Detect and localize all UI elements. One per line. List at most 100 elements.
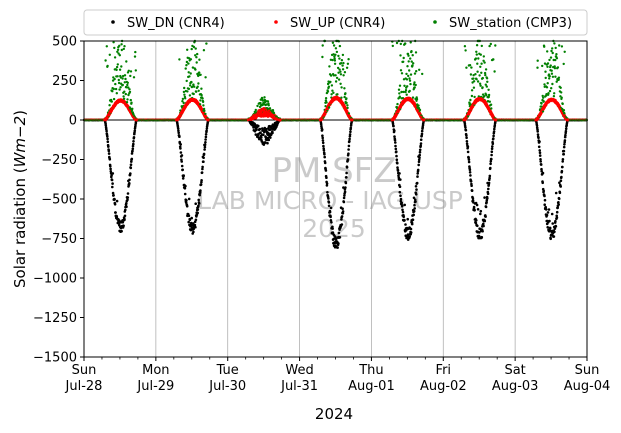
point-sw-station [104,59,107,62]
point-sw-dn [112,194,115,197]
point-sw-dn [104,124,108,127]
point-sw-station [183,86,186,90]
point-sw-dn [396,169,400,172]
point-sw-station [185,60,189,64]
point-sw-dn [394,141,397,144]
point-sw-station [124,77,127,81]
point-sw-dn [126,196,130,199]
point-sw-dn [197,202,201,205]
point-sw-dn [263,130,266,134]
point-sw-station [193,85,196,88]
point-sw-dn [201,165,204,169]
point-sw-station [325,101,328,104]
point-sw-station [126,83,129,87]
point-sw-dn [196,211,199,215]
point-sw-station [205,42,208,45]
point-sw-station [117,81,121,85]
point-sw-dn [199,183,203,186]
point-sw-dn [179,147,182,150]
point-sw-dn [178,135,181,138]
point-sw-dn [321,141,325,145]
point-sw-dn [181,168,184,172]
point-sw-station [341,53,345,57]
point-sw-dn [130,152,134,155]
point-sw-station [118,88,121,91]
point-sw-dn [321,136,325,140]
point-sw-dn [106,140,110,143]
point-sw-station [116,48,120,51]
point-sw-dn [348,137,351,141]
point-sw-dn [109,167,112,171]
point-sw-station [201,97,204,100]
point-sw-dn [340,223,344,226]
point-sw-station [194,47,197,50]
point-sw-dn [341,210,345,213]
point-sw-dn [327,204,331,208]
point-sw-station [202,107,206,111]
point-sw-dn [202,152,206,156]
point-sw-station [134,69,137,72]
point-sw-dn [194,202,197,205]
point-sw-station [327,106,331,109]
point-sw-dn [326,191,329,194]
point-sw-dn [194,218,198,222]
point-sw-station [198,71,201,74]
point-sw-station [114,82,117,86]
point-sw-dn [111,185,114,189]
point-sw-dn [113,198,116,201]
point-sw-dn [192,230,195,234]
point-sw-dn [261,129,264,132]
point-sw-dn [340,215,344,218]
point-sw-dn [115,199,119,203]
point-sw-station [334,53,337,56]
point-sw-dn [194,225,197,229]
point-sw-dn [205,129,208,132]
point-sw-dn [196,208,200,211]
point-sw-station [331,41,335,44]
point-sw-station [194,68,197,71]
point-sw-dn [114,211,117,214]
point-sw-dn [107,149,111,153]
point-sw-dn [180,164,184,168]
point-sw-dn [343,194,346,197]
point-sw-dn [325,182,329,185]
point-sw-dn [185,199,188,202]
point-sw-dn [129,172,132,175]
point-sw-station [204,76,207,79]
point-sw-station [341,68,345,71]
point-sw-dn [258,127,262,131]
point-sw-station [190,80,193,84]
point-sw-station [329,74,333,77]
point-sw-dn [177,131,180,135]
point-sw-dn [260,136,263,139]
point-sw-station [122,47,126,51]
point-sw-dn [129,163,133,166]
point-sw-station [199,73,202,77]
point-sw-dn [181,177,185,180]
point-sw-dn [395,154,398,158]
point-sw-dn [325,184,329,187]
point-sw-dn [265,127,268,131]
point-sw-station [342,61,345,65]
point-sw-station [122,97,126,101]
point-sw-station [202,104,205,107]
point-sw-station [272,111,276,115]
point-sw-station [332,44,336,47]
point-sw-station [201,100,205,104]
point-sw-station [335,76,339,80]
point-sw-station [112,87,116,91]
point-sw-station [332,53,335,56]
point-sw-station [261,99,264,102]
point-sw-dn [264,136,268,139]
point-sw-dn [204,135,208,139]
point-sw-station [200,87,203,90]
point-sw-station [334,47,338,50]
point-sw-dn [190,216,193,220]
point-sw-dn [345,166,349,169]
point-sw-dn [392,124,395,128]
point-sw-station [123,81,127,84]
point-sw-station [123,45,126,48]
point-sw-station [339,62,343,65]
point-sw-dn [180,154,184,157]
